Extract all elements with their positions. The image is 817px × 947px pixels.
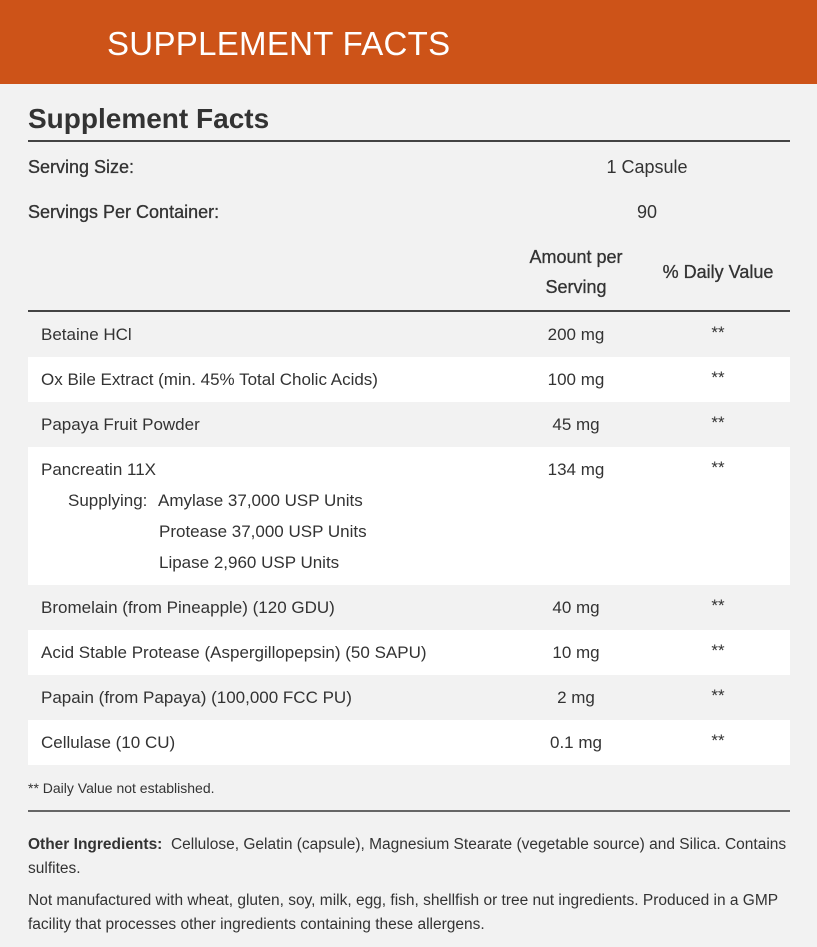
nutrient-name: Cellulase (10 CU) xyxy=(41,733,176,752)
sub-ingredient: Lipase 2,960 USP Units xyxy=(159,553,340,572)
nutrient-daily-value: ** xyxy=(711,731,725,750)
sub-ingredient: Protease 37,000 USP Units xyxy=(159,522,367,541)
nutrient-amount: 45 mg xyxy=(552,415,600,434)
table-row: Ox Bile Extract (min. 45% Total Cholic A… xyxy=(28,357,790,402)
table-row: Pancreatin 11X 134 mg ** Supplying: Amyl… xyxy=(28,447,790,585)
header-banner: SUPPLEMENT FACTS xyxy=(0,0,817,84)
daily-value-footnote: ** Daily Value not established. xyxy=(28,780,215,796)
nutrient-daily-value: ** xyxy=(711,413,725,432)
sub-ingredient: Amylase 37,000 USP Units xyxy=(158,491,363,510)
table-row: Betaine HCl 200 mg ** xyxy=(28,312,790,357)
facts-heading: Supplement Facts xyxy=(28,103,270,134)
nutrient-daily-value: ** xyxy=(711,686,725,705)
nutrient-daily-value: ** xyxy=(711,368,725,387)
nutrient-amount: 10 mg xyxy=(552,643,600,662)
column-header-amount-line2: Serving xyxy=(545,277,607,297)
nutrient-name: Papaya Fruit Powder xyxy=(41,415,200,434)
nutrient-name: Ox Bile Extract (min. 45% Total Cholic A… xyxy=(41,370,378,389)
nutrient-daily-value: ** xyxy=(711,323,725,342)
nutrient-amount: 40 mg xyxy=(552,598,600,617)
table-row: Papain (from Papaya) (100,000 FCC PU) 2 … xyxy=(28,675,790,720)
nutrient-amount: 100 mg xyxy=(547,370,605,389)
serving-size-value: 1 Capsule xyxy=(606,157,688,177)
servings-per-container-label: Servings Per Container: xyxy=(28,202,220,222)
other-ingredients: Other Ingredients: Cellulose, Gelatin (c… xyxy=(28,833,790,881)
table-row: Bromelain (from Pineapple) (120 GDU) 40 … xyxy=(28,585,790,630)
nutrient-name: Papain (from Papaya) (100,000 FCC PU) xyxy=(41,688,352,707)
banner-title: SUPPLEMENT FACTS xyxy=(107,25,451,62)
other-ingredients-label: Other Ingredients: xyxy=(28,836,163,853)
nutrient-name: Betaine HCl xyxy=(41,325,132,344)
servings-per-container-value: 90 xyxy=(636,202,658,222)
table-header-divider xyxy=(28,310,790,312)
supplying-label: Supplying: xyxy=(68,491,148,510)
nutrient-daily-value: ** xyxy=(711,458,725,477)
nutrient-name: Bromelain (from Pineapple) (120 GDU) xyxy=(41,598,335,617)
nutrient-amount: 2 mg xyxy=(557,688,595,707)
nutrient-daily-value: ** xyxy=(711,596,725,615)
column-header-amount: Amount per Serving xyxy=(496,242,656,302)
table-row: Acid Stable Protease (Aspergillopepsin) … xyxy=(28,630,790,675)
serving-size-label: Serving Size: xyxy=(28,157,135,177)
table-row: Papaya Fruit Powder 45 mg ** xyxy=(28,402,790,447)
nutrient-name: Pancreatin 11X xyxy=(41,460,156,479)
nutrient-amount: 0.1 mg xyxy=(550,733,602,752)
table-row: Cellulase (10 CU) 0.1 mg ** xyxy=(28,720,790,765)
column-header-amount-line1: Amount per xyxy=(529,247,623,267)
heading-divider xyxy=(28,140,790,142)
nutrient-name: Acid Stable Protease (Aspergillopepsin) … xyxy=(41,643,427,662)
nutrient-daily-value: ** xyxy=(711,641,725,660)
column-header-daily-value: % Daily Value xyxy=(662,262,774,282)
nutrient-amount: 134 mg xyxy=(547,460,605,479)
allergen-note: Not manufactured with wheat, gluten, soy… xyxy=(28,892,778,933)
nutrient-amount: 200 mg xyxy=(547,325,605,344)
other-ingredients-text: Cellulose, Gelatin (capsule), Magnesium … xyxy=(28,836,787,877)
footnote-divider xyxy=(28,810,790,812)
